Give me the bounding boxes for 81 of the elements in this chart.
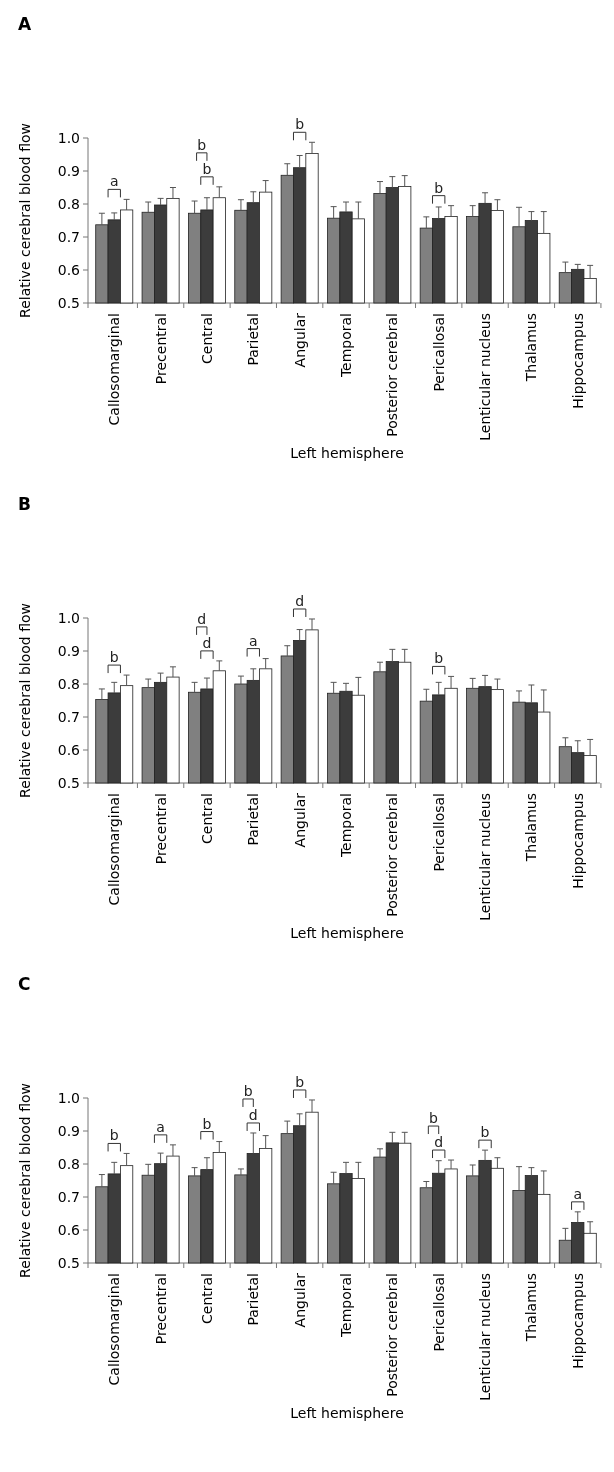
y-tick-label: 0.6 <box>57 741 81 758</box>
x-tick-label: Lenticular nucleus <box>476 793 493 921</box>
annotation: b <box>202 160 212 177</box>
y-tick-label: 0.6 <box>57 261 81 278</box>
y-tick-label: 0.5 <box>57 774 80 791</box>
x-axis-title: Left hemisphere <box>290 445 404 461</box>
x-tick-label: Pericallosal <box>430 793 447 872</box>
y-tick-label: 0.9 <box>57 162 80 179</box>
annotation: b <box>109 1127 119 1144</box>
x-tick-label: Hippocampus <box>569 313 586 409</box>
x-tick-label: Posterior cerebral <box>384 1273 401 1397</box>
annotation: a <box>109 173 119 190</box>
x-tick-label: Posterior cerebral <box>384 313 401 437</box>
y-tick-label: 1.0 <box>57 1089 80 1106</box>
y-tick-label: 0.8 <box>57 675 80 692</box>
text: b <box>295 116 305 133</box>
x-axis-title: Left hemisphere <box>290 925 404 941</box>
x-tick-label: Thalamus <box>523 313 540 383</box>
annotation: b <box>480 1124 490 1141</box>
x-axis-title: Left hemisphere <box>290 1405 404 1421</box>
x-tick-label: Parietal <box>245 313 262 366</box>
annotation: a <box>249 632 258 649</box>
y-tick-label: 0.7 <box>57 228 80 245</box>
x-tick-label: Callosomarginal <box>106 313 123 426</box>
annotation: a <box>573 1185 583 1202</box>
chart-title: A <box>18 14 32 34</box>
x-tick-label: Lenticular nucleus <box>476 313 493 441</box>
x-tick-label: Precentral <box>152 313 169 385</box>
x-tick-label: Callosomarginal <box>106 793 123 906</box>
x-tick-label: Angular <box>291 312 308 368</box>
annotation: b <box>434 650 444 667</box>
annotation: a <box>156 1118 165 1135</box>
y-tick-label: 1.0 <box>57 609 80 626</box>
x-tick-label: Temporal <box>337 793 354 859</box>
chart-title: B <box>18 494 31 514</box>
annotation: d <box>248 1106 258 1123</box>
y-tick-label: 0.5 <box>57 1254 80 1271</box>
chart-title: C <box>18 974 31 994</box>
x-tick-label: Parietal <box>245 1273 262 1326</box>
x-tick-label: Posterior cerebral <box>384 793 401 917</box>
x-tick-label: Precentral <box>152 1273 169 1345</box>
x-tick-label: Lenticular nucleus <box>476 1273 493 1401</box>
annotation: b <box>109 649 119 666</box>
x-tick-label: Hippocampus <box>569 793 586 889</box>
y-tick-label: 1.0 <box>57 129 80 146</box>
x-tick-label: Temporal <box>337 1273 354 1339</box>
text: d <box>295 592 305 609</box>
x-tick-label: Angular <box>291 1272 308 1328</box>
annotation: d <box>197 610 207 627</box>
x-tick-label: Pericallosal <box>430 1273 447 1352</box>
annotation: d <box>434 1134 444 1151</box>
x-tick-label: Hippocampus <box>569 1273 586 1369</box>
y-axis-title: Relative cerebral blood flow <box>17 123 33 318</box>
x-tick-label: Parietal <box>245 793 262 846</box>
annotation: b <box>202 1115 212 1132</box>
y-tick-label: 0.5 <box>57 294 80 311</box>
annotation: b <box>434 179 444 196</box>
text: b <box>295 1073 305 1090</box>
annotation: b <box>429 1110 439 1127</box>
x-tick-label: Pericallosal <box>430 313 447 392</box>
x-tick-label: Central <box>198 1273 215 1324</box>
y-tick-label: 0.9 <box>57 642 80 659</box>
x-tick-label: Callosomarginal <box>106 1273 123 1386</box>
x-tick-label: Central <box>198 313 215 364</box>
y-tick-label: 0.9 <box>57 1122 80 1139</box>
x-tick-label: Precentral <box>152 793 169 865</box>
x-tick-label: Thalamus <box>523 1273 540 1343</box>
x-tick-label: Thalamus <box>523 793 540 863</box>
annotation: d <box>202 634 212 651</box>
y-tick-label: 0.8 <box>57 195 80 212</box>
y-tick-label: 0.6 <box>57 1221 81 1238</box>
y-axis-title: Relative cerebral blood flow <box>17 603 33 798</box>
x-tick-label: Angular <box>291 792 308 848</box>
x-tick-label: Central <box>198 793 215 844</box>
y-tick-label: 0.8 <box>57 1155 80 1172</box>
y-tick-label: 0.7 <box>57 708 80 725</box>
annotation: b <box>243 1082 253 1099</box>
y-tick-label: 0.7 <box>57 1188 80 1205</box>
x-tick-label: Temporal <box>337 313 354 379</box>
annotation: b <box>197 136 207 153</box>
y-axis-title: Relative cerebral blood flow <box>17 1083 33 1278</box>
